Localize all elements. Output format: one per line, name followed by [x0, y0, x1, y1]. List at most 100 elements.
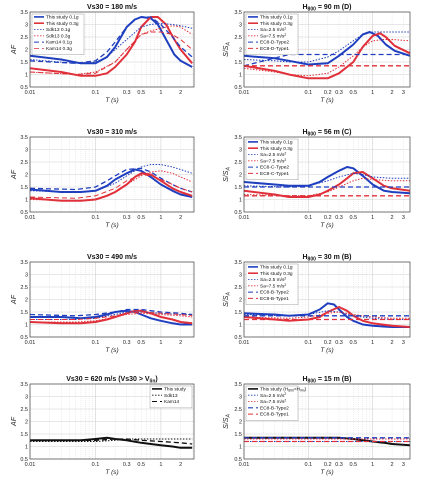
y-tick-label: 1 — [239, 198, 242, 204]
y-tick-label: 1.5 — [234, 432, 242, 438]
legend-label: Sa=2.5 m/s2 — [260, 277, 286, 284]
plot-frame — [29, 383, 195, 460]
y-axis-label: S/SA — [223, 42, 232, 57]
y-tick-label: 2.5 — [20, 285, 28, 291]
y-tick-label: 3.5 — [20, 382, 28, 388]
series-line-3 — [244, 31, 410, 63]
y-axis-label: S/SA — [223, 414, 232, 429]
legend-label: This study 0.1g — [260, 15, 293, 21]
x-tick-label: 0.5 — [349, 340, 357, 346]
y-tick-label: 2 — [239, 173, 242, 179]
y-tick-label: 2 — [25, 420, 28, 426]
x-tick-label: 1 — [371, 462, 374, 468]
y-tick-label: 1 — [25, 73, 28, 79]
x-tick-label: 0.5 — [137, 90, 145, 96]
y-tick-label: 0.5 — [20, 85, 28, 91]
plot-frame — [29, 136, 195, 213]
plot-frame — [29, 11, 195, 88]
series-line-5 — [30, 308, 193, 317]
y-tick-label: 2 — [239, 48, 242, 54]
x-tick-label: 0.1 — [305, 215, 313, 221]
legend-label: Kam14 — [164, 399, 180, 405]
x-axis-label: T (s) — [105, 347, 118, 354]
y-tick-label: 2.5 — [234, 285, 242, 291]
legend-label: This study 0.3g — [260, 146, 293, 152]
chart-panel-8: 0.5 1 1.5 2 2.5 3 3.5 0.01 0.1 0.2 0.3 0.5 1 2 3 T (s) S… — [223, 376, 411, 476]
plot-frame — [243, 261, 411, 338]
y-tick-label: 3 — [25, 395, 28, 401]
x-tick-label: 0.2 — [324, 215, 332, 221]
x-tick-label: 1 — [371, 215, 374, 221]
y-tick-label: 0.5 — [20, 335, 28, 341]
chart-title: H800 = 15 m (B) — [302, 376, 351, 385]
x-tick-label: 1 — [371, 90, 374, 96]
legend-label: EC8-B-Type2 — [260, 405, 289, 411]
legend-label: Sa=2.5 m/s2 — [260, 27, 286, 34]
series-line-4 — [244, 311, 410, 319]
chart-panel-4: 0.5 1 1.5 2 2.5 3 3.5 0.01 0.1 0.2 0.3 0.5 1 2 3 T (s) S… — [223, 129, 411, 229]
series-line-2 — [244, 306, 410, 328]
y-tick-label: 1 — [25, 323, 28, 329]
x-tick-label: 0.3 — [123, 340, 131, 346]
y-tick-label: 3 — [239, 395, 242, 401]
x-tick-label: 1 — [159, 90, 162, 96]
chart-panel-3: 0.5 1 1.5 2 2.5 3 3.5 0.01 0.1 0.3 0.5 1 2 T (s) AF Vs3… — [11, 129, 195, 229]
y-tick-label: 3.5 — [20, 10, 28, 16]
y-tick-label: 2 — [25, 173, 28, 179]
legend-label: This study — [164, 387, 186, 393]
y-tick-label: 1.5 — [234, 185, 242, 191]
y-tick-label: 3 — [25, 23, 28, 29]
y-tick-label: 0.5 — [234, 85, 242, 91]
x-tick-label: 0.2 — [324, 462, 332, 468]
x-tick-label: 2 — [179, 340, 182, 346]
x-tick-label: 0.5 — [137, 462, 145, 468]
legend-label: Sa=7.5 m/s2 — [260, 33, 286, 40]
x-tick-label: 1 — [159, 215, 162, 221]
y-tick-label: 2.5 — [234, 160, 242, 166]
x-axis-label: T (s) — [105, 97, 118, 104]
y-tick-label: 2.5 — [234, 35, 242, 41]
series-group — [244, 436, 410, 447]
x-tick-label: 2 — [391, 340, 394, 346]
x-tick-label: 0.5 — [349, 215, 357, 221]
legend-label: EC8-C-Type2 — [260, 165, 289, 171]
x-tick-label: 0.01 — [25, 462, 36, 468]
y-tick-label: 2 — [239, 420, 242, 426]
legend-label: This study 0.1g — [46, 15, 79, 21]
legend-label: EC8-C-Type1 — [260, 171, 289, 177]
x-tick-label: 3 — [402, 90, 405, 96]
y-tick-label: 1.5 — [20, 185, 28, 191]
x-tick-label: 0.3 — [123, 462, 131, 468]
x-tick-label: 2 — [179, 462, 182, 468]
y-tick-label: 2 — [25, 298, 28, 304]
legend-label: Sa=7.5 m/s2 — [260, 399, 286, 406]
legend-label: Sdk13 0.3g — [46, 33, 71, 39]
legend-label: Kam14 0.3g — [46, 46, 72, 52]
x-tick-label: 0.01 — [239, 90, 250, 96]
chart-title: H800 = 30 m (B) — [302, 254, 351, 263]
series-line-1 — [244, 31, 410, 66]
x-tick-label: 2 — [391, 90, 394, 96]
x-tick-label: 0.5 — [137, 340, 145, 346]
series-group — [244, 302, 410, 328]
chart-panel-5: 0.5 1 1.5 2 2.5 3 3.5 0.01 0.1 0.3 0.5 1 2 T (s) AF Vs3… — [11, 254, 195, 354]
x-tick-label: 3 — [402, 215, 405, 221]
chart-title: Vs30 = 180 m/s — [87, 4, 137, 11]
y-tick-label: 3 — [239, 23, 242, 29]
y-tick-label: 2.5 — [20, 407, 28, 413]
x-tick-label: 0.01 — [239, 340, 250, 346]
x-axis-label: T (s) — [320, 97, 333, 104]
y-tick-label: 1.5 — [234, 60, 242, 66]
y-tick-label: 2 — [239, 298, 242, 304]
legend-box — [31, 13, 85, 55]
x-tick-label: 0.5 — [349, 462, 357, 468]
y-tick-label: 1 — [239, 323, 242, 329]
chart-title: Vs30 = 310 m/s — [87, 129, 137, 136]
y-tick-label: 0.5 — [234, 457, 242, 463]
x-tick-label: 2 — [179, 90, 182, 96]
chart-panel-2: 0.5 1 1.5 2 2.5 3 3.5 0.01 0.1 0.2 0.3 0.5 1 2 3 T (s) S… — [223, 4, 411, 104]
x-tick-label: 0.01 — [25, 90, 36, 96]
